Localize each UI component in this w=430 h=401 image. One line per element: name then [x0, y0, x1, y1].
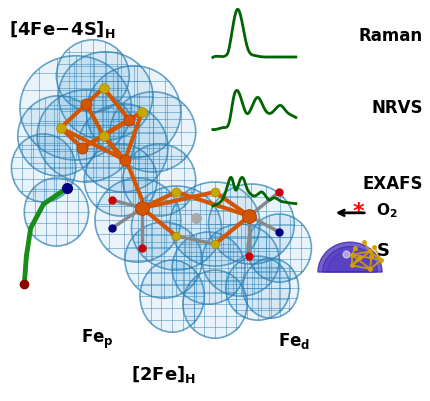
- Ellipse shape: [86, 67, 181, 158]
- Ellipse shape: [18, 97, 99, 176]
- Ellipse shape: [140, 260, 204, 332]
- Ellipse shape: [202, 225, 280, 296]
- Ellipse shape: [12, 135, 76, 203]
- Ellipse shape: [58, 53, 153, 141]
- Ellipse shape: [78, 105, 168, 192]
- Ellipse shape: [226, 257, 290, 320]
- Ellipse shape: [170, 182, 260, 266]
- Ellipse shape: [37, 91, 136, 182]
- Ellipse shape: [56, 41, 129, 113]
- Ellipse shape: [183, 270, 247, 338]
- Text: *: *: [353, 202, 364, 222]
- Ellipse shape: [95, 178, 181, 262]
- Ellipse shape: [247, 215, 311, 282]
- Ellipse shape: [20, 57, 132, 160]
- Ellipse shape: [110, 93, 196, 172]
- Text: Raman: Raman: [359, 27, 423, 45]
- Text: $\mathbf{O_2}$: $\mathbf{O_2}$: [376, 201, 397, 220]
- Text: NRVS: NRVS: [372, 99, 423, 117]
- Ellipse shape: [172, 233, 245, 304]
- Ellipse shape: [123, 144, 196, 217]
- Text: $\mathbf{S}$: $\mathbf{S}$: [376, 241, 389, 259]
- Ellipse shape: [132, 186, 221, 270]
- Ellipse shape: [209, 184, 294, 264]
- Ellipse shape: [84, 144, 157, 217]
- Wedge shape: [322, 247, 378, 272]
- Ellipse shape: [24, 178, 89, 247]
- Text: $\mathbf{[4Fe\!-\!4S]_H}$: $\mathbf{[4Fe\!-\!4S]_H}$: [9, 19, 116, 40]
- Ellipse shape: [125, 223, 202, 298]
- Text: $\mathbf{[2Fe]_H}$: $\mathbf{[2Fe]_H}$: [131, 363, 196, 384]
- Wedge shape: [328, 251, 372, 272]
- Ellipse shape: [243, 258, 298, 318]
- Wedge shape: [318, 243, 382, 272]
- Text: EXAFS: EXAFS: [362, 174, 423, 192]
- Text: $\mathbf{Fe_p}$: $\mathbf{Fe_p}$: [81, 327, 114, 350]
- Text: $\mathbf{Fe_d}$: $\mathbf{Fe_d}$: [278, 330, 310, 350]
